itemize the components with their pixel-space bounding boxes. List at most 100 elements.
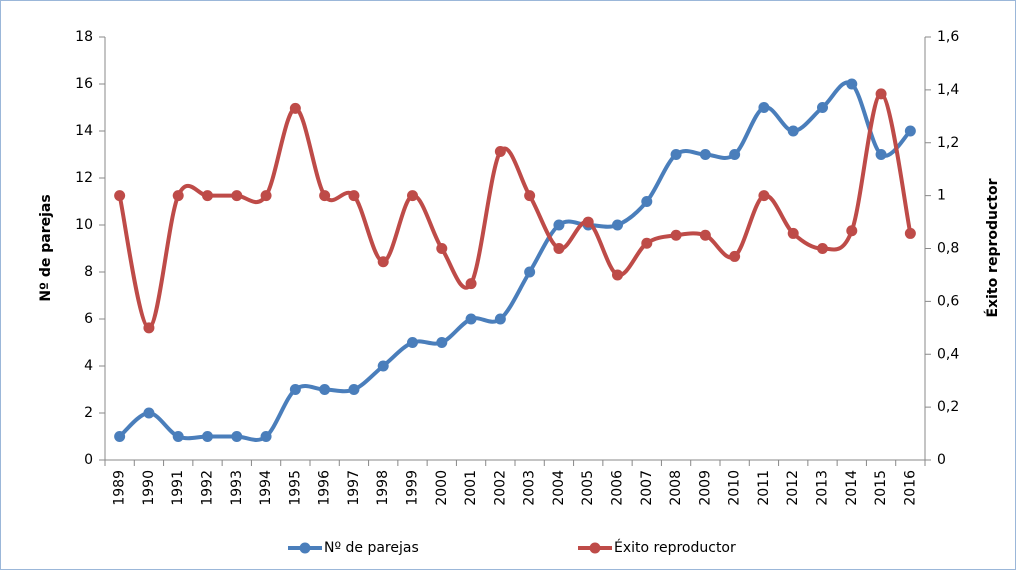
x-tick-label: 2007 (639, 470, 655, 506)
legend-marker (299, 542, 311, 554)
point (289, 384, 301, 395)
y2ticks-label: 0 (937, 452, 946, 468)
point (612, 269, 623, 281)
point (758, 102, 770, 113)
point (612, 219, 623, 231)
yticks-label: 14 (75, 123, 93, 139)
point (846, 78, 858, 90)
x-tick-label: 2013 (815, 470, 831, 506)
x-tick-label: 2002 (492, 470, 508, 506)
x-tick-label: 2003 (522, 470, 538, 506)
x-tick-label: 1999 (405, 470, 421, 506)
x-tick-label: 2000 (434, 470, 450, 506)
x-tick-label: 2009 (697, 470, 713, 506)
point (202, 190, 213, 202)
point (582, 216, 594, 228)
point (729, 250, 741, 262)
point (494, 145, 506, 157)
point (436, 243, 448, 254)
point (817, 243, 828, 254)
point (904, 125, 916, 137)
x-tick-label: 2012 (785, 470, 801, 506)
point (670, 149, 682, 160)
series-line (118, 80, 912, 442)
point (875, 88, 887, 100)
point (846, 225, 858, 237)
x-tick-label: 1996 (317, 470, 333, 506)
yticks-label: 12 (75, 170, 93, 186)
y2ticks-label: 1,4 (937, 82, 959, 98)
x-tick-label: 2014 (844, 470, 860, 506)
y2-axis-title: Éxito reproductor (984, 178, 1001, 317)
x-tick-label: 1991 (170, 470, 186, 506)
point (758, 190, 770, 202)
x-tick-label: 1993 (229, 470, 245, 506)
point (143, 407, 155, 419)
y2ticks-label: 1,6 (937, 29, 959, 45)
point (289, 102, 301, 114)
point (377, 256, 389, 268)
point (641, 196, 653, 207)
y2ticks-label: 0,4 (937, 346, 959, 362)
point (143, 322, 155, 334)
x-tick-label: 1998 (375, 470, 391, 506)
point (260, 431, 272, 442)
point (904, 227, 916, 239)
point (319, 190, 331, 202)
point (231, 190, 243, 202)
x-tick-label: 2016 (902, 470, 918, 506)
point (699, 229, 711, 241)
x-tick-label: 2001 (463, 470, 479, 506)
point (348, 190, 360, 202)
yticks-label: 18 (75, 29, 93, 45)
x-tick-label: 2010 (727, 470, 743, 506)
x-tick-label: 1989 (112, 470, 128, 506)
point (436, 337, 448, 348)
legend-label: Éxito reproductor (614, 539, 736, 556)
point (114, 431, 126, 442)
y2ticks-label: 0,2 (937, 399, 959, 415)
x-tick-label: 1994 (258, 470, 274, 506)
point (641, 237, 653, 249)
x-tick-label: 2004 (551, 470, 567, 506)
y2ticks-label: 0,6 (937, 293, 959, 309)
point (553, 243, 565, 254)
x-tick-label: 1995 (287, 470, 303, 506)
point (699, 149, 711, 160)
x-tick-label: 2011 (756, 470, 772, 506)
point (202, 431, 213, 442)
point (787, 125, 799, 137)
legend-marker (589, 542, 601, 554)
yticks-label: 2 (84, 405, 93, 421)
point (172, 431, 184, 442)
yticks-label: 0 (84, 452, 93, 468)
point (729, 149, 741, 160)
point (348, 384, 360, 395)
y2ticks-label: 0,8 (937, 241, 959, 257)
point (494, 313, 506, 325)
point (465, 278, 477, 290)
point (524, 190, 536, 202)
x-tick-label: 2006 (610, 470, 626, 506)
point (260, 190, 272, 202)
yticks-label: 10 (75, 217, 93, 233)
yticks-label: 8 (84, 264, 93, 280)
point (114, 190, 126, 202)
y-axis-title: Nº de parejas (38, 194, 54, 301)
point (553, 219, 565, 231)
y2ticks-label: 1 (937, 188, 946, 204)
point (172, 190, 184, 202)
yticks-label: 16 (75, 76, 93, 92)
legend-label: Nº de parejas (324, 540, 419, 556)
point (787, 227, 799, 239)
point (407, 190, 418, 202)
x-tick-label: 1992 (200, 470, 216, 506)
point (524, 266, 536, 278)
point (407, 337, 418, 348)
x-tick-label: 2005 (580, 470, 596, 506)
point (319, 384, 331, 395)
x-tick-label: 1997 (346, 470, 362, 506)
point (231, 431, 243, 442)
point (670, 229, 682, 241)
